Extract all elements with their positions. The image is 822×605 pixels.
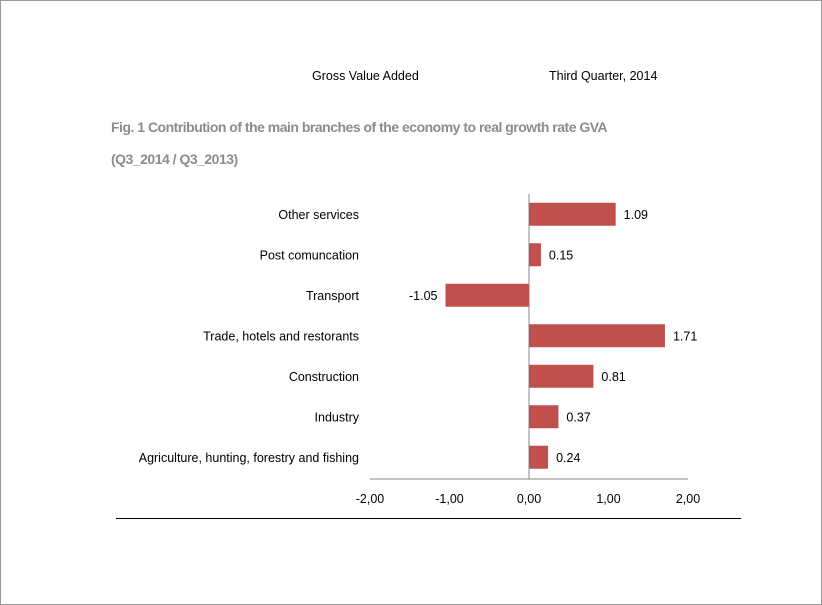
header-title: Gross Value Added [312, 69, 419, 83]
data-label: 1.09 [624, 208, 648, 222]
data-label: 0.81 [601, 370, 625, 384]
bar [529, 243, 541, 267]
bar [529, 405, 559, 429]
data-label: -1.05 [409, 289, 438, 303]
category-label: Agriculture, hunting, forestry and fishi… [139, 451, 359, 465]
data-label: 0.37 [566, 410, 590, 424]
x-tick-label: 1,00 [596, 492, 620, 506]
data-label: 0.15 [549, 248, 573, 262]
data-label: 1.71 [673, 329, 697, 343]
x-tick-label: 2,00 [676, 492, 700, 506]
x-tick-label: 0,00 [517, 492, 541, 506]
chart-title: Fig. 1 Contribution of the main branches… [111, 119, 608, 135]
bar [529, 364, 594, 388]
bar [529, 202, 616, 226]
category-label: Trade, hotels and restorants [203, 329, 359, 343]
bar-chart: -2,00 -1,00 0,00 1,00 2,00 Other services 1.09… [139, 194, 700, 506]
bar [529, 324, 665, 348]
header-period: Third Quarter, 2014 [549, 69, 658, 83]
chart-subtitle: (Q3_2014 / Q3_2013) [111, 151, 238, 167]
footer-rule [116, 518, 741, 519]
category-label: Industry [315, 410, 360, 424]
data-label: 0.24 [556, 451, 580, 465]
category-label: Construction [289, 370, 359, 384]
category-label: Transport [306, 289, 360, 303]
category-label: Post comuncation [260, 248, 359, 262]
x-tick-label: -1,00 [435, 492, 464, 506]
category-label: Other services [278, 208, 359, 222]
bar [445, 283, 529, 307]
x-tick-label: -2,00 [356, 492, 385, 506]
bar [529, 445, 549, 469]
